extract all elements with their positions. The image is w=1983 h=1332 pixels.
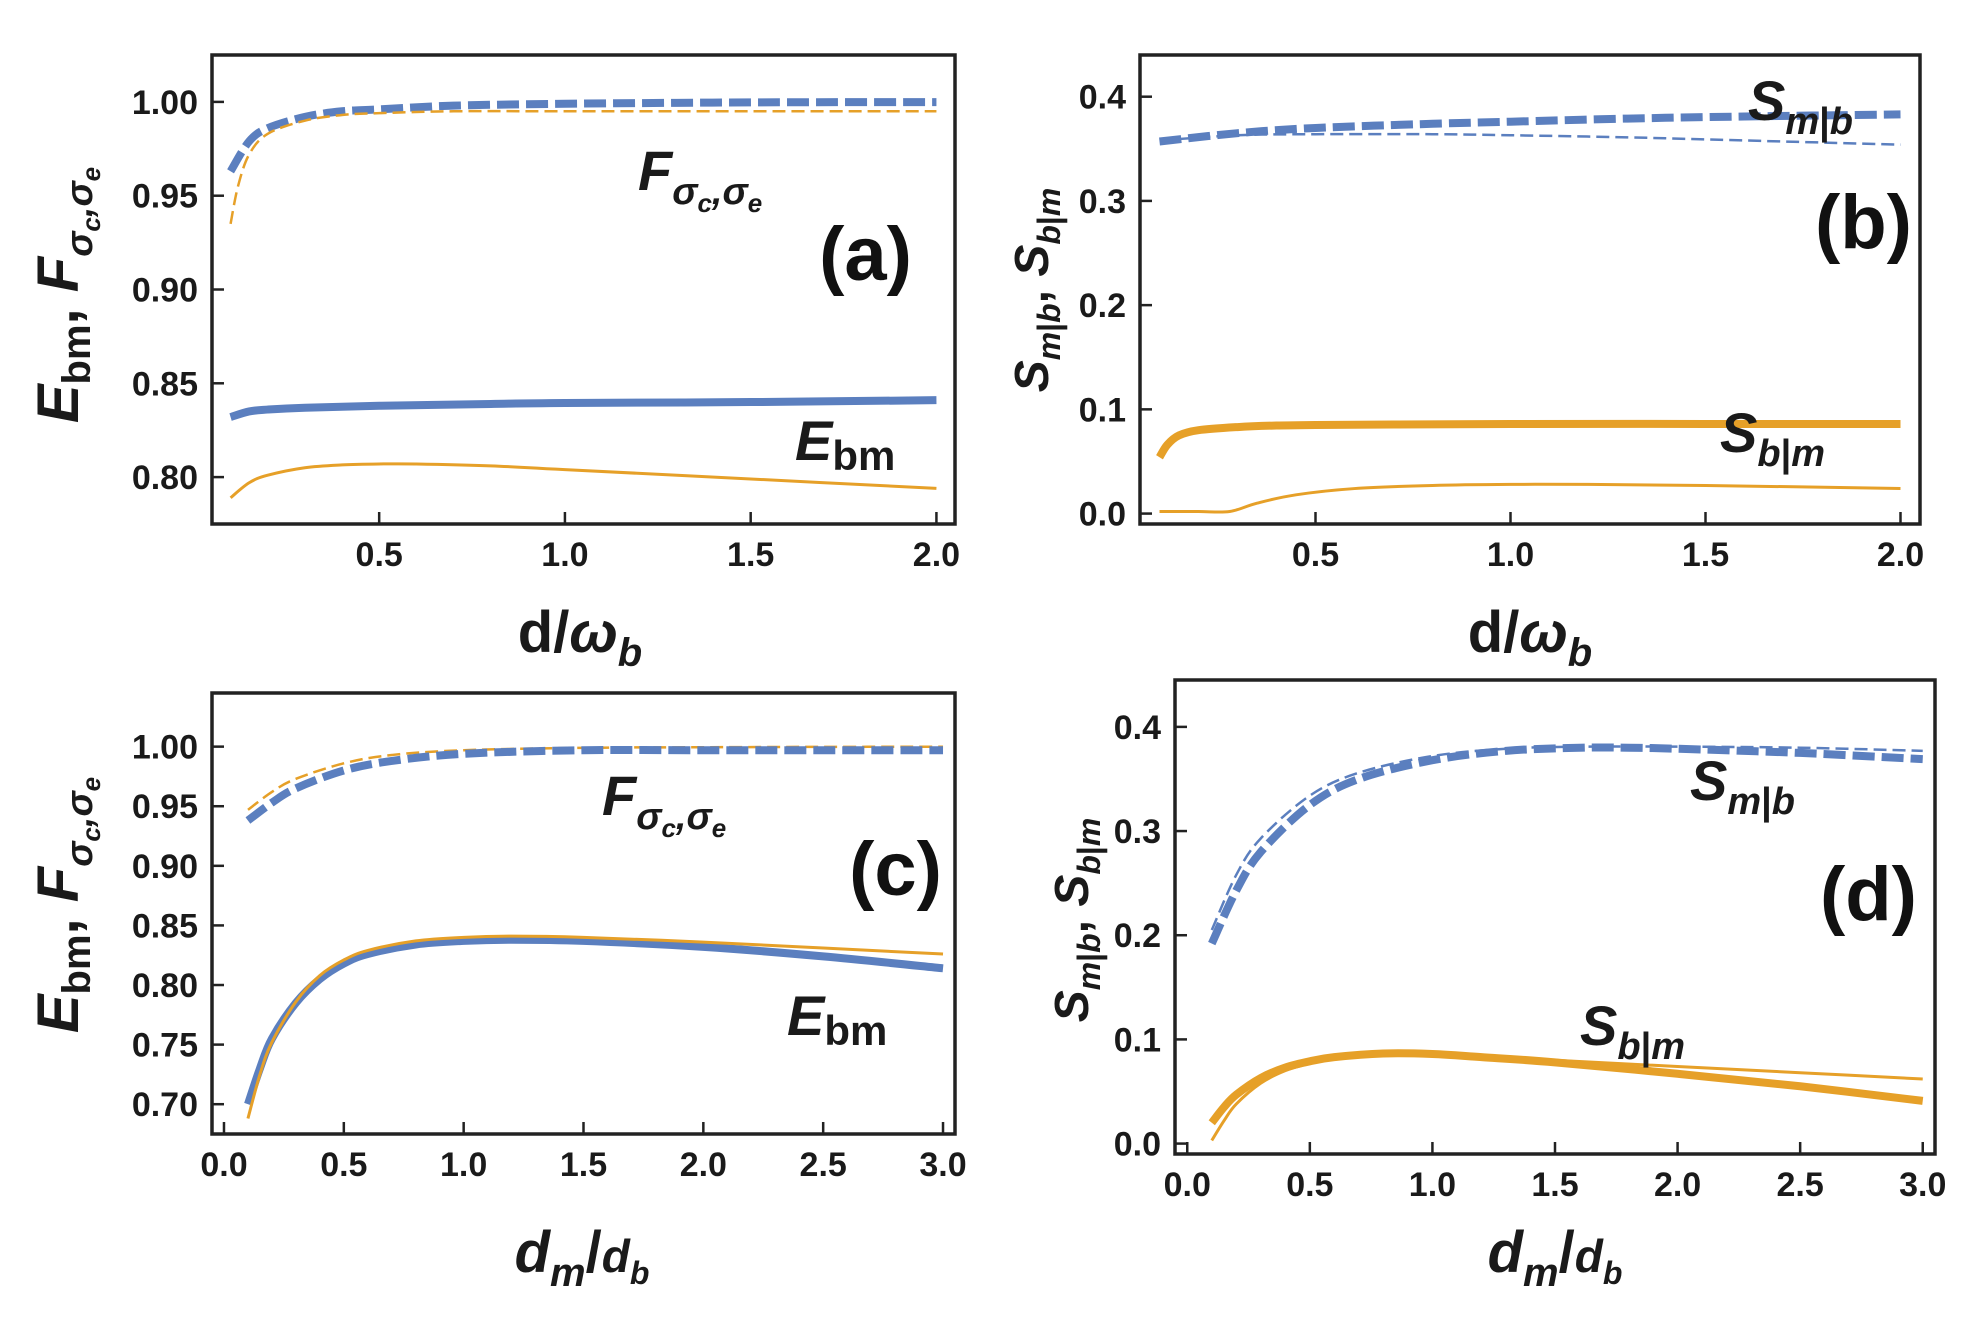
panel-d-x-tick-label-3: 1.5 — [1531, 1166, 1578, 1204]
panel-d-x-tick-label-6: 3.0 — [1899, 1166, 1946, 1204]
panel-c-annotation-entanglement: Ebm — [787, 984, 887, 1054]
panel-d-y-tick-label-1: 0.1 — [1114, 1021, 1161, 1059]
panel-b-series-0-blue-dashed-thick — [1159, 110, 1901, 146]
panel-b-x-axis-label: d/ωb — [1468, 600, 1592, 675]
panel-d-ticks: 0.0 0.5 1.0 1.5 2.0 2.5 3.0 0.0 0.1 0.2 0.3 0.4 — [1114, 709, 1947, 1204]
panel-b-series-1-blue-dashed-thin — [1159, 132, 1901, 146]
panel-a-y-tick-label-0: 0.80 — [132, 459, 198, 497]
panel-b-x-tick-label-1: 1.0 — [1487, 536, 1534, 574]
panel-d-annotation-sbm: Sb|m — [1580, 994, 1685, 1068]
panel-b-y-tick-label-3: 0.3 — [1079, 183, 1126, 221]
panel-b-x-tick-label-3: 2.0 — [1877, 536, 1924, 574]
panel-b-y-tick-label-0: 0.0 — [1079, 496, 1126, 534]
panel-c-x-tick-label-1: 0.5 — [320, 1146, 367, 1184]
panel-c-ticks: 0.0 0.5 1.0 1.5 2.0 2.5 3.0 0.70 0.75 0.80 0.85 0.9… — [132, 729, 967, 1184]
panel-b: 0.5 1.0 1.5 2.0 0.0 0.1 0.2 0.3 0.4 (b) Sm|b Sb|… — [1006, 53, 1924, 675]
panel-c-series-0-orange-dashed-thin — [247, 745, 944, 811]
panel-c-x-tick-label-6: 3.0 — [919, 1146, 966, 1184]
panel-a-series — [227, 98, 937, 499]
panel-a-x-tick-label-0: 0.5 — [356, 536, 403, 574]
panel-a-x-tick-label-2: 1.5 — [727, 536, 774, 574]
panel-c-series — [244, 745, 944, 1119]
panel-c-y-tick-label-2: 0.80 — [132, 967, 198, 1005]
panel-d-x-tick-label-2: 1.0 — [1409, 1166, 1456, 1204]
panel-d-series — [1208, 743, 1924, 1142]
panel-b-label: (b) — [1815, 180, 1912, 265]
panel-a-x-axis-label: d/ωb — [518, 600, 642, 675]
panel-a-y-axis-label: Ebm, Fσc,σe — [26, 167, 106, 423]
panel-a-y-tick-label-2: 0.90 — [132, 272, 198, 310]
panel-b-y-tick-label-4: 0.4 — [1079, 79, 1126, 117]
panel-c-y-tick-label-5: 0.95 — [132, 788, 198, 826]
panel-c-y-tick-label-0: 0.70 — [132, 1086, 198, 1124]
panel-d-series-3-orange-solid-thin — [1210, 1052, 1923, 1142]
panel-c: 0.0 0.5 1.0 1.5 2.0 2.5 3.0 0.70 0.75 0.80 0.85 0.9… — [26, 691, 967, 1295]
panel-c-y-axis-label: Ebm, Fσc,σe — [26, 777, 106, 1033]
panel-a-label: (a) — [819, 212, 912, 297]
panel-c-y-tick-label-1: 0.75 — [132, 1027, 198, 1065]
panel-c-y-tick-label-3: 0.85 — [132, 907, 198, 945]
panel-c-y-tick-label-4: 0.90 — [132, 848, 198, 886]
panel-a-annotation-entanglement: Ebm — [795, 409, 895, 479]
panel-a-series-3-orange-solid-thin — [229, 462, 937, 499]
panel-a-series-2-blue-solid-thick — [229, 396, 937, 421]
panel-c-x-axis-label: dm/db — [515, 1220, 650, 1295]
panel-b-plot-frame — [1138, 53, 1922, 526]
panel-c-series-3-orange-solid-thin — [246, 934, 944, 1119]
panel-d-y-axis-label: Sm|b, Sb|m — [1046, 818, 1107, 1023]
panel-b-series — [1156, 110, 1901, 514]
panel-a-x-tick-label-3: 2.0 — [913, 536, 960, 574]
panel-d-x-tick-label-1: 0.5 — [1286, 1166, 1333, 1204]
panel-d-series-2-orange-solid-thick — [1208, 1049, 1924, 1126]
panel-d-series-0-blue-dashed-thin — [1210, 745, 1923, 931]
panel-a-y-tick-label-4: 1.00 — [132, 84, 198, 122]
panel-a-ticks: 0.5 1.0 1.5 2.0 0.80 0.85 0.90 0.95 1.00 — [132, 84, 960, 574]
panel-b-x-tick-label-0: 0.5 — [1292, 536, 1339, 574]
panel-c-x-tick-label-2: 1.0 — [440, 1146, 487, 1184]
panel-c-x-tick-label-4: 2.0 — [680, 1146, 727, 1184]
panel-b-ticks: 0.5 1.0 1.5 2.0 0.0 0.1 0.2 0.3 0.4 — [1079, 79, 1924, 574]
panel-a-y-tick-label-1: 0.85 — [132, 365, 198, 403]
panel-b-y-tick-label-2: 0.2 — [1079, 287, 1126, 325]
panel-b-y-tick-label-1: 0.1 — [1079, 391, 1126, 429]
panel-c-x-tick-label-5: 2.5 — [800, 1146, 847, 1184]
panel-d-x-axis-label: dm/db — [1488, 1220, 1623, 1295]
panel-b-series-2-orange-solid-thick — [1156, 419, 1901, 460]
panel-d-annotation-smb: Sm|b — [1690, 749, 1795, 823]
panel-c-x-tick-label-3: 1.5 — [560, 1146, 607, 1184]
panel-b-series-3-orange-solid-thin — [1159, 482, 1901, 514]
panel-c-series-1-blue-dashed-thick — [245, 745, 944, 824]
panel-d-series-1-blue-dashed-thick — [1208, 743, 1923, 946]
panel-d-x-tick-label-4: 2.0 — [1654, 1166, 1701, 1204]
panel-b-x-tick-label-2: 1.5 — [1682, 536, 1729, 574]
panel-d-y-tick-label-3: 0.3 — [1114, 813, 1161, 851]
panel-d: 0.0 0.5 1.0 1.5 2.0 2.5 3.0 0.0 0.1 0.2 0.3 0.4 (d)… — [1046, 678, 1947, 1295]
panel-d-y-tick-label-0: 0.0 — [1114, 1126, 1161, 1164]
panel-a-x-tick-label-1: 1.0 — [541, 536, 588, 574]
panel-c-plot-frame — [210, 691, 957, 1136]
panel-d-label: (d) — [1820, 852, 1917, 937]
panel-b-annotation-smb: Sm|b — [1748, 69, 1853, 143]
panel-d-y-tick-label-4: 0.4 — [1114, 709, 1161, 747]
panel-c-x-tick-label-0: 0.0 — [200, 1146, 247, 1184]
panel-d-y-tick-label-2: 0.2 — [1114, 917, 1161, 955]
panel-c-label: (c) — [849, 827, 942, 912]
panel-a-y-tick-label-3: 0.95 — [132, 178, 198, 216]
panel-a-series-1-orange-dashed-thin — [229, 109, 937, 225]
panel-c-y-tick-label-6: 1.00 — [132, 729, 198, 767]
panel-a-series-0-blue-dashed-thick — [227, 98, 937, 174]
panel-a-annotation-fidelity: Fσc,σe — [638, 139, 762, 218]
panel-b-annotation-sbm: Sb|m — [1720, 401, 1825, 475]
panel-d-x-tick-label-0: 0.0 — [1164, 1166, 1211, 1204]
panel-d-x-tick-label-5: 2.5 — [1777, 1166, 1824, 1204]
panel-c-annotation-fidelity: Fσc,σe — [602, 764, 726, 843]
panel-b-y-axis-label: Sm|b, Sb|m — [1006, 188, 1067, 393]
panel-a: 0.5 1.0 1.5 2.0 0.80 0.85 0.90 0.95 1.00 (a) Fσc… — [26, 53, 960, 675]
